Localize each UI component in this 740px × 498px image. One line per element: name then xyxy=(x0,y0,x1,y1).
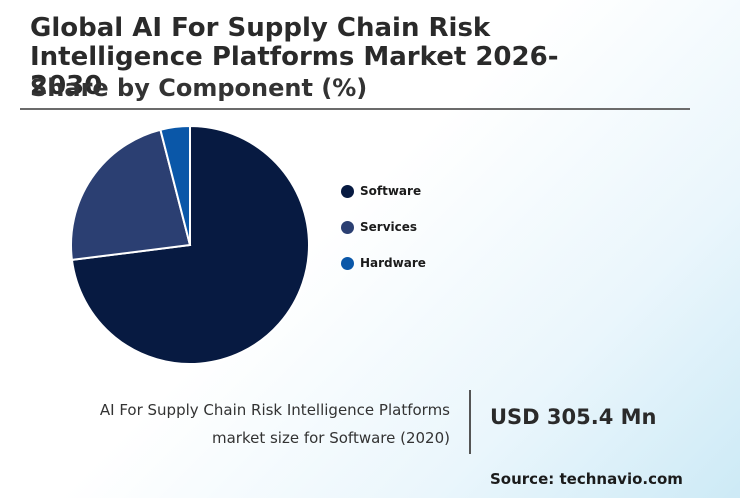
source-credit: Source: technavio.com xyxy=(490,470,683,488)
callout-value: USD 305.4 Mn xyxy=(490,405,657,429)
legend-swatch-software xyxy=(341,184,354,198)
pie-slice-services xyxy=(70,128,192,262)
callout-line-1: AI For Supply Chain Risk Intelligence Pl… xyxy=(99,401,450,419)
legend-swatch-hardware xyxy=(341,256,354,270)
callout-divider xyxy=(469,390,471,454)
legend-item-hardware: Hardware xyxy=(341,245,426,281)
legend-item-services: Services xyxy=(341,209,426,245)
legend-swatch-services xyxy=(341,220,354,234)
chart-subtitle: Share by Component (%) xyxy=(30,74,368,102)
callout-description: AI For Supply Chain Risk Intelligence Pl… xyxy=(30,396,450,452)
chart-legend: Software Services Hardware xyxy=(341,173,426,281)
legend-label-hardware: Hardware xyxy=(360,256,426,270)
chart-title: Global AI For Supply Chain Risk Intellig… xyxy=(30,13,559,101)
legend-label-services: Services xyxy=(360,220,418,234)
legend-item-software: Software xyxy=(341,173,426,209)
pie-chart xyxy=(70,124,310,365)
callout-line-2: market size for Software (2020) xyxy=(211,429,450,447)
title-divider xyxy=(20,108,690,110)
legend-label-software: Software xyxy=(360,184,422,198)
pie-slice-hardware xyxy=(159,124,191,246)
